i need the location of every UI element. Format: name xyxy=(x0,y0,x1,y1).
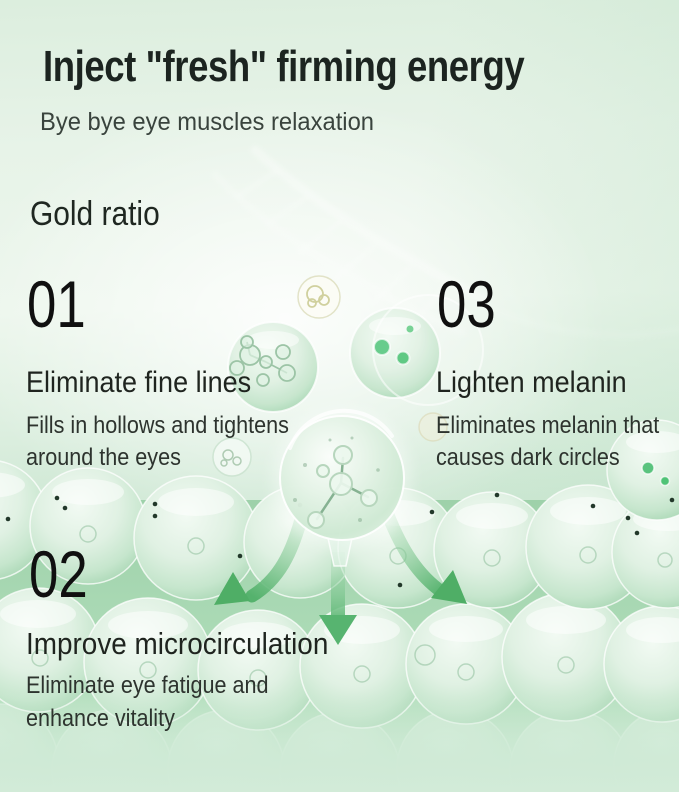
step-description-line: enhance vitality xyxy=(26,705,175,732)
step-description-line: Eliminate eye fatigue and xyxy=(26,672,269,699)
step-heading-03: Lighten melanin xyxy=(436,366,627,399)
bubble-yellow-molecule xyxy=(297,275,341,319)
faint-gold-bubble xyxy=(418,412,448,442)
section-label: Gold ratio xyxy=(30,195,160,233)
bubble-green-molecule xyxy=(227,321,319,413)
step-description-03: Eliminates melanin that causes dark circ… xyxy=(436,410,659,474)
step-description-line: Eliminates melanin that xyxy=(436,412,660,439)
step-description-line: causes dark circles xyxy=(436,444,620,471)
bottom-white-strip xyxy=(0,792,679,799)
page-title: Inject "fresh" firming energy xyxy=(43,42,525,91)
step-number-01: 01 xyxy=(27,267,86,341)
page-subtitle: Bye bye eye muscles relaxation xyxy=(40,108,374,136)
bubble-green-dots-right xyxy=(606,419,679,521)
bubble-green-dots xyxy=(349,307,441,399)
step-heading-01: Eliminate fine lines xyxy=(26,366,252,399)
step-description-02: Eliminate eye fatigue and enhance vitali… xyxy=(26,669,269,735)
step-number-02: 02 xyxy=(29,537,88,611)
step-description-01: Fills in hollows and tightens around the… xyxy=(26,410,289,474)
bubble-small-molecule xyxy=(212,437,252,477)
dna-helix-decoration xyxy=(211,145,679,339)
step-heading-02: Improve microcirculation xyxy=(26,626,329,661)
step-number-03: 03 xyxy=(437,267,496,341)
step-description-line: around the eyes xyxy=(26,444,181,471)
molecule-icon xyxy=(293,436,380,529)
step-description-line: Fills in hollows and tightens xyxy=(26,412,289,439)
faint-bubble-ring xyxy=(372,294,484,406)
serum-bubble-large xyxy=(264,400,420,567)
